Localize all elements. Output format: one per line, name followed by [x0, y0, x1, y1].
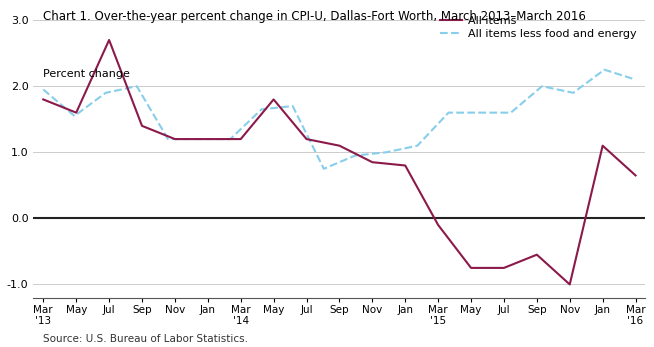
All items less food and energy	[164, 137, 172, 141]
All items less food and energy	[382, 150, 390, 154]
All items	[204, 137, 212, 141]
Legend: All items, All items less food and energy: All items, All items less food and energ…	[437, 12, 640, 42]
All items	[171, 137, 179, 141]
All items	[533, 253, 541, 257]
All items less food and energy	[569, 91, 577, 95]
All items less food and energy	[39, 87, 47, 92]
All items less food and energy	[258, 107, 266, 111]
All items	[336, 144, 343, 148]
All items less food and energy	[320, 167, 328, 171]
All items	[105, 38, 113, 42]
All items	[368, 160, 376, 164]
All items	[402, 163, 409, 168]
Text: Source: U.S. Bureau of Labor Statistics.: Source: U.S. Bureau of Labor Statistics.	[43, 333, 247, 344]
All items less food and energy	[351, 153, 359, 158]
All items less food and energy	[600, 68, 608, 72]
All items less food and energy	[538, 84, 546, 88]
All items	[73, 111, 80, 115]
Line: All items less food and energy: All items less food and energy	[43, 70, 636, 169]
All items	[237, 137, 245, 141]
All items less food and energy	[445, 111, 453, 115]
All items	[303, 137, 311, 141]
All items	[467, 266, 475, 270]
All items	[138, 124, 146, 128]
Text: Chart 1. Over-the-year percent change in CPI-U, Dallas-Fort Worth, March 2013–Ma: Chart 1. Over-the-year percent change in…	[43, 10, 585, 23]
Line: All items: All items	[43, 40, 636, 285]
All items	[500, 266, 508, 270]
All items	[434, 223, 442, 227]
All items less food and energy	[413, 144, 421, 148]
All items less food and energy	[102, 91, 110, 95]
All items	[39, 98, 47, 102]
All items less food and energy	[289, 104, 297, 108]
All items less food and energy	[71, 114, 78, 118]
All items less food and energy	[632, 77, 640, 82]
All items less food and energy	[133, 84, 141, 88]
All items	[598, 144, 606, 148]
All items	[269, 98, 277, 102]
All items less food and energy	[196, 137, 203, 141]
All items less food and energy	[475, 111, 483, 115]
All items less food and energy	[507, 111, 515, 115]
All items	[566, 282, 574, 287]
All items	[632, 174, 640, 178]
Text: Percent change: Percent change	[43, 69, 129, 79]
All items less food and energy	[226, 137, 234, 141]
